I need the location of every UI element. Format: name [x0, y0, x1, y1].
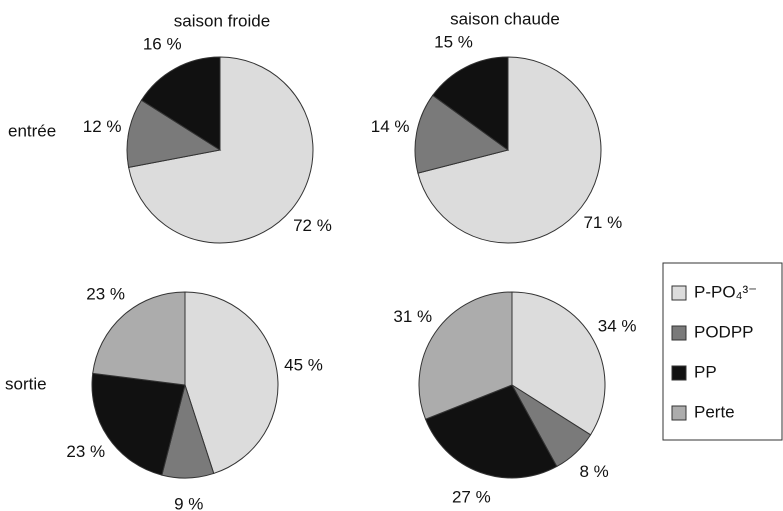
- pie-slice: [424, 384, 558, 479]
- pie-slice: [414, 94, 510, 174]
- data-label: 71 %: [583, 213, 622, 232]
- data-label: 34 %: [598, 317, 637, 336]
- legend-swatch: [671, 285, 687, 301]
- legend-swatch: [671, 365, 687, 381]
- pie-slice: [417, 56, 602, 244]
- legend-swatch: [671, 325, 687, 341]
- data-label: 12 %: [83, 117, 122, 136]
- pie-slice: [140, 56, 221, 151]
- pie-slice: [418, 291, 513, 420]
- data-label: 23 %: [66, 442, 105, 461]
- data-label: 23 %: [86, 284, 125, 303]
- row-label: entrée: [8, 121, 56, 140]
- pie-slice: [432, 56, 509, 151]
- data-label: 31 %: [393, 307, 432, 326]
- data-label: 45 %: [284, 356, 323, 375]
- data-label: 16 %: [143, 34, 182, 53]
- data-label: 14 %: [371, 117, 410, 136]
- row-label: sortie: [5, 374, 47, 393]
- legend-label: Perte: [694, 402, 735, 421]
- column-label: saison froide: [174, 11, 270, 30]
- legend-label: PODPP: [694, 322, 754, 341]
- legend-swatch: [671, 405, 687, 421]
- pie-slice: [92, 291, 186, 386]
- pie-slice: [184, 291, 279, 475]
- data-label: 9 %: [174, 494, 203, 511]
- column-label: saison chaude: [450, 9, 560, 28]
- pie-slice: [126, 99, 222, 169]
- data-label: 27 %: [452, 487, 491, 506]
- data-label: 72 %: [293, 216, 332, 235]
- pie-slice: [511, 291, 606, 436]
- legend-label: P-PO₄³⁻: [694, 282, 757, 301]
- data-label: 15 %: [434, 33, 473, 52]
- data-label: 8 %: [579, 462, 608, 481]
- legend-label: PP: [694, 362, 717, 381]
- pie-slice: [91, 372, 186, 476]
